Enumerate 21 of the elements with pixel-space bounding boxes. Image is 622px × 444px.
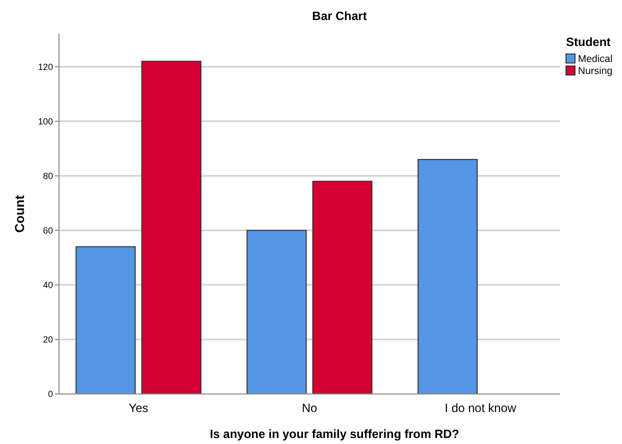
legend-label: Nursing [578, 66, 612, 77]
bar [312, 180, 372, 394]
y-tick-label: 80 [42, 170, 53, 181]
chart-title: Bar Chart [312, 9, 367, 23]
bar [141, 60, 202, 394]
legend-title: Student [566, 35, 611, 49]
x-tick-label: I do not know [444, 401, 517, 415]
bar [246, 230, 307, 394]
x-axis-title: Is anyone in your family suffering from RD? [210, 427, 460, 441]
y-tick-label: 100 [38, 116, 53, 126]
bar [76, 246, 136, 394]
y-tick-label: 40 [42, 280, 53, 290]
y-tick-label: 20 [42, 334, 53, 345]
y-tick-label: 120 [38, 62, 53, 72]
bar [418, 158, 478, 394]
y-tick-label: 0 [48, 389, 53, 400]
x-tick-label: Yes [128, 401, 148, 415]
legend-label: Medical [578, 54, 612, 65]
y-tick-label: 60 [42, 226, 53, 236]
x-tick-label: No [302, 401, 318, 415]
y-axis-title: Count [12, 194, 27, 233]
